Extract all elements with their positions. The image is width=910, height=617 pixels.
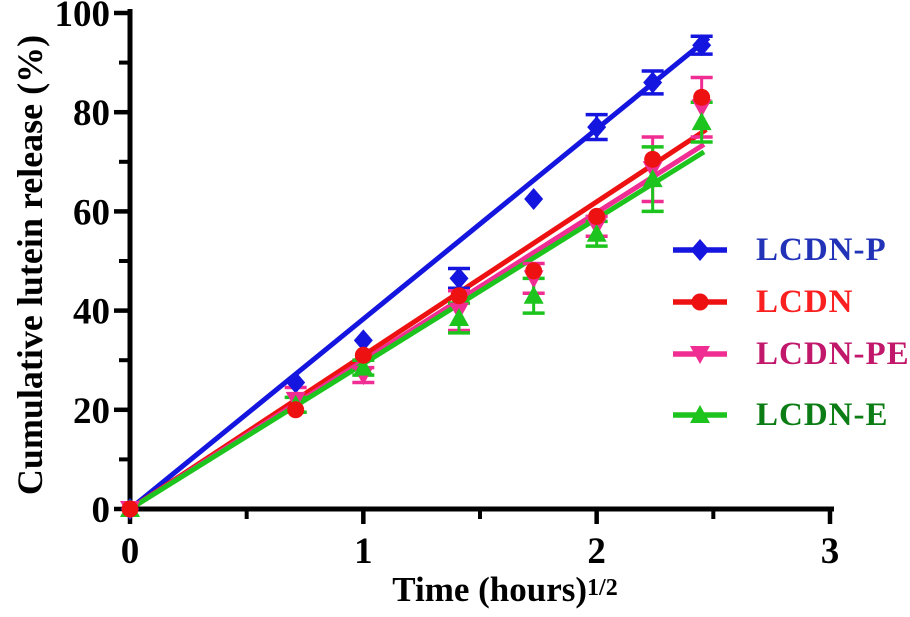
legend-label: LCDN-E	[756, 396, 889, 433]
data-points	[120, 34, 712, 520]
x-axis-label-base: Time (hours)	[392, 570, 588, 609]
circle-marker-icon	[673, 293, 727, 311]
svg-text:20: 20	[73, 391, 110, 432]
svg-text:1: 1	[354, 531, 373, 572]
legend-item-lcdn-pe: LCDN-PE	[672, 328, 910, 380]
legend-item-lcdn-e: LCDN-E	[672, 389, 910, 441]
tick-labels: 0 20 40 60 80 100 0 1 2 3	[55, 0, 840, 572]
legend-item-lcdn: LCDN	[672, 276, 910, 328]
svg-text:80: 80	[73, 93, 110, 134]
svg-text:40: 40	[73, 292, 110, 333]
triangle-up-marker-icon	[673, 405, 727, 423]
fit-lines	[128, 35, 711, 512]
svg-text:3: 3	[821, 531, 840, 572]
svg-text:0: 0	[92, 490, 111, 531]
x-axis-label: Time (hours)1/2	[392, 570, 617, 610]
legend-label: LCDN-PE	[756, 335, 910, 372]
triangle-down-marker-icon	[673, 346, 727, 364]
diamond-marker-icon	[673, 239, 727, 261]
y-axis-label: Cumulative lutein release (%)	[10, 34, 50, 496]
legend-item-lcdn-p: LCDN-P	[672, 224, 910, 276]
svg-text:60: 60	[73, 192, 110, 233]
legend: LCDN-P LCDN LCDN-PE LCDN-E	[672, 224, 910, 441]
svg-text:0: 0	[121, 531, 140, 572]
x-axis-label-exponent: 1/2	[587, 575, 618, 601]
legend-label: LCDN	[756, 283, 854, 320]
legend-label: LCDN-P	[756, 231, 887, 268]
error-bars	[284, 34, 713, 415]
svg-text:2: 2	[587, 531, 606, 572]
svg-text:100: 100	[55, 0, 111, 35]
